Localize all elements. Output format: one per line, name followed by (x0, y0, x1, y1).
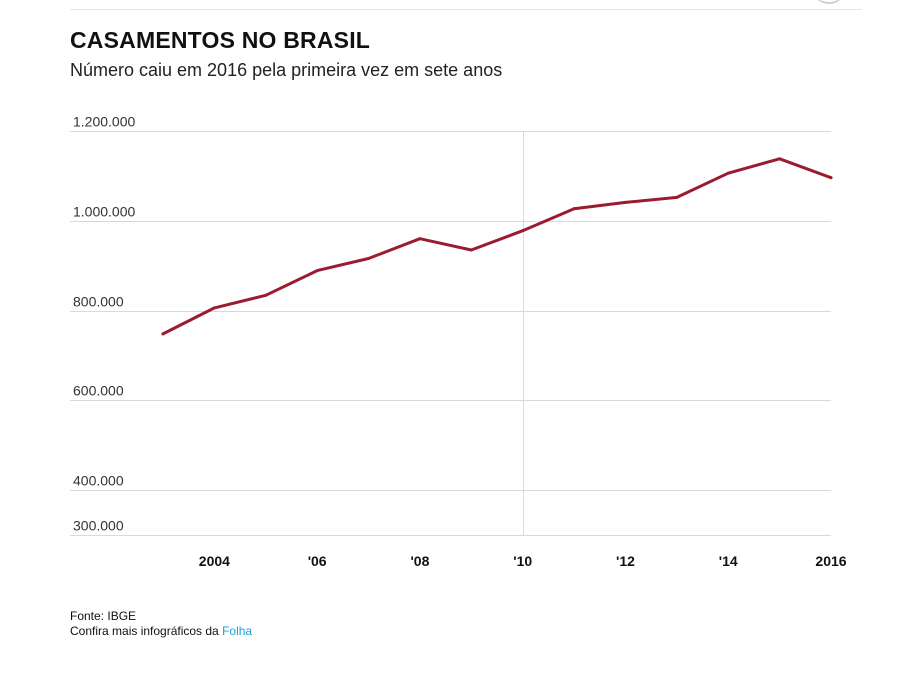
chart-footer: Fonte: IBGE Confira mais infográficos da… (70, 609, 252, 639)
data-point (572, 207, 576, 211)
y-tick-label: 800.000 (73, 294, 124, 310)
data-point (521, 229, 525, 233)
data-point (726, 171, 730, 175)
y-tick-label: 300.000 (73, 518, 124, 534)
data-point (367, 256, 371, 260)
x-tick-label: '12 (616, 553, 635, 569)
y-axis-labels: 1.200.000 1.000.000 800.000 600.000 400.000 3… (73, 114, 135, 534)
y-tick-label: 1.000.000 (73, 204, 135, 220)
source-note: Fonte: IBGE (70, 609, 137, 623)
x-tick-label: 2004 (199, 553, 230, 569)
data-point (264, 293, 268, 297)
y-tick-label: 600.000 (73, 383, 124, 399)
data-point (315, 269, 319, 273)
data-point (161, 332, 165, 336)
y-tick-label: 400.000 (73, 473, 124, 489)
corner-decoration (812, 0, 846, 4)
y-tick-label: 1.200.000 (73, 114, 135, 130)
x-tick-label: '10 (513, 553, 532, 569)
x-tick-label: 2016 (815, 553, 846, 569)
data-point (829, 176, 833, 180)
gridlines (70, 131, 831, 536)
x-tick-label: '14 (719, 553, 738, 569)
chart-title: CASAMENTOS NO BRASIL (70, 27, 371, 53)
chart-subtitle: Número caiu em 2016 pela primeira vez em… (70, 60, 503, 80)
data-point (418, 237, 422, 241)
more-infographics-text: Confira mais infográficos da (70, 624, 223, 638)
data-point (212, 306, 216, 310)
x-axis-labels: 2004 '06 '08 '10 '12 '14 2016 (199, 553, 847, 569)
folha-link[interactable]: Folha (222, 624, 253, 638)
data-point (469, 248, 473, 252)
data-point (675, 195, 679, 199)
series-line (161, 157, 833, 336)
top-divider (70, 9, 862, 10)
data-point (778, 157, 782, 161)
data-point (623, 200, 627, 204)
more-infographics-line: Confira mais infográficos da Folha (70, 624, 252, 639)
x-tick-label: '08 (410, 553, 429, 569)
x-tick-label: '06 (308, 553, 327, 569)
series-group (161, 157, 833, 336)
